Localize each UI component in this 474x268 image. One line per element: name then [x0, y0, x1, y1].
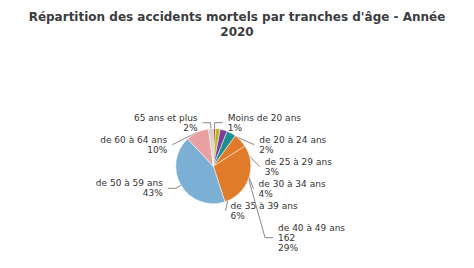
svg-text:de 20 à 24 ans: de 20 à 24 ans — [259, 135, 326, 145]
svg-text:2%: 2% — [183, 123, 198, 133]
svg-text:29%: 29% — [278, 243, 298, 253]
svg-text:Répartition des accidents mort: Répartition des accidents mortels par tr… — [29, 10, 446, 24]
svg-text:6%: 6% — [231, 211, 246, 221]
svg-text:4%: 4% — [259, 189, 274, 199]
svg-text:de 50 à 59 ans: de 50 à 59 ans — [96, 178, 163, 188]
svg-text:43%: 43% — [143, 188, 163, 198]
svg-text:de 60 à 64 ans: de 60 à 64 ans — [100, 135, 167, 145]
svg-text:3%: 3% — [265, 167, 280, 177]
svg-text:10%: 10% — [147, 145, 167, 155]
svg-text:2020: 2020 — [220, 25, 253, 39]
svg-text:de 35 à 39 ans: de 35 à 39 ans — [231, 201, 298, 211]
svg-text:de 40 à 49 ans: de 40 à 49 ans — [278, 223, 345, 233]
svg-text:2%: 2% — [259, 145, 274, 155]
svg-text:65 ans et plus: 65 ans et plus — [134, 113, 198, 123]
svg-text:de 25 à 29 ans: de 25 à 29 ans — [265, 157, 332, 167]
svg-text:162: 162 — [278, 233, 295, 243]
svg-text:1%: 1% — [228, 123, 243, 133]
svg-text:Moins de 20 ans: Moins de 20 ans — [228, 113, 302, 123]
svg-text:de 30 à 34 ans: de 30 à 34 ans — [259, 179, 326, 189]
